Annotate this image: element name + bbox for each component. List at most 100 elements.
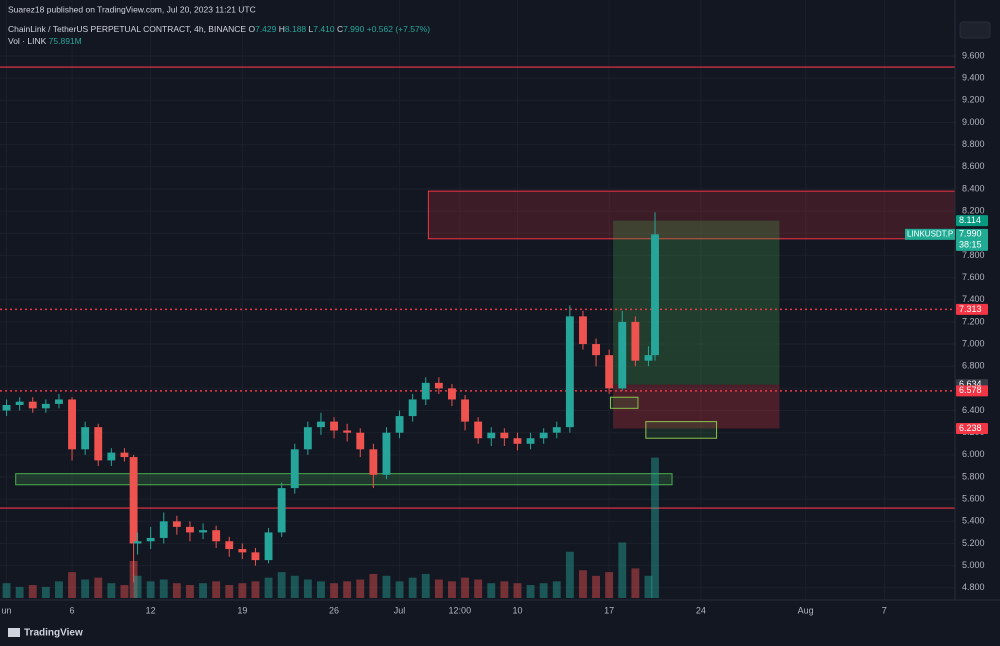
x-tick-label: 19 <box>237 605 247 615</box>
candle-body <box>421 382 430 400</box>
candle-body <box>94 427 103 461</box>
plot-area <box>0 66 956 598</box>
volume-bar <box>172 583 181 598</box>
candle-body <box>186 526 194 533</box>
change: +0.562 (+7.57%) <box>367 24 430 34</box>
volume-bar <box>565 551 574 598</box>
volume-bar <box>238 583 247 598</box>
volume-bar <box>631 568 640 598</box>
symbol: ChainLink / TetherUS PERPETUAL CONTRACT,… <box>8 24 246 34</box>
price-label: 7.313 <box>959 304 982 314</box>
volume-bar <box>434 579 443 598</box>
candle-body <box>644 355 653 361</box>
candle-body <box>651 234 659 356</box>
volume-bar <box>539 583 548 598</box>
y-tick-label: 7.200 <box>962 316 985 326</box>
ohlc-key: O <box>248 24 255 34</box>
volume-bar <box>2 583 11 598</box>
volume-bar <box>277 572 286 598</box>
volume-bar <box>68 572 76 598</box>
price-label-box <box>956 422 988 434</box>
x-tick-label: 6 <box>70 605 75 615</box>
y-tick-label: 8.400 <box>962 183 985 193</box>
volume-bar <box>290 575 299 598</box>
candle-body <box>317 421 325 428</box>
candle-body <box>290 449 299 489</box>
volume-bar <box>303 579 312 598</box>
y-tick-label: 5.200 <box>962 538 985 548</box>
price-label-box <box>956 215 988 227</box>
y-tick-label: 8.200 <box>962 205 985 215</box>
volume-bar <box>474 579 483 598</box>
price-label-box <box>956 228 988 251</box>
candle-body <box>15 401 24 405</box>
countdown: 38:15 <box>959 240 982 250</box>
volume-bar <box>41 586 50 598</box>
candle-body <box>129 457 138 544</box>
y-tick-label: 9.000 <box>962 117 985 127</box>
volume-bar <box>500 581 509 598</box>
candle-body <box>539 432 548 439</box>
candle-body <box>81 427 90 450</box>
brand: TradingView <box>8 628 83 639</box>
candle-body <box>120 452 129 458</box>
volume-bar <box>356 579 365 598</box>
x-tick-label: Aug <box>798 605 814 615</box>
y-tick-label: 9.400 <box>962 73 985 83</box>
ohlc-value: 7.990 <box>343 24 365 34</box>
price-label: 6.634 <box>959 379 982 389</box>
settings-button[interactable] <box>959 21 991 39</box>
logo <box>8 628 20 637</box>
candle-body <box>212 530 221 542</box>
candle-body <box>408 399 417 417</box>
volume-bar <box>461 577 469 598</box>
volume-bar <box>15 586 24 598</box>
candle-body <box>303 427 312 450</box>
volume-bar <box>382 575 391 598</box>
volume-label: Vol · LINK <box>8 36 47 46</box>
volume-bar <box>330 583 338 598</box>
candle-body <box>225 541 234 550</box>
candle-body <box>343 430 352 433</box>
volume-bar <box>644 575 653 598</box>
volume-bar <box>618 542 627 598</box>
candle-body <box>330 421 338 431</box>
candle-body <box>565 316 574 428</box>
volume-bar <box>212 581 221 598</box>
candle-body <box>356 432 365 450</box>
y-tick-label: 8.800 <box>962 139 985 149</box>
ohlc-key: H <box>279 24 285 34</box>
volume-bar <box>146 581 155 598</box>
zone <box>613 220 780 385</box>
volume-bar <box>487 583 496 598</box>
candle-body <box>264 532 273 561</box>
x-tick-label: 7 <box>882 605 887 615</box>
candle-body <box>395 416 404 433</box>
candle-body <box>474 421 483 439</box>
y-tick-label: 5.600 <box>962 494 985 504</box>
candle-body <box>172 521 181 527</box>
y-tick-label: 9.200 <box>962 95 985 105</box>
candle-body <box>107 452 116 461</box>
volume-line: Vol · LINK 75.891M <box>8 36 82 46</box>
ohlc-key: L <box>309 24 314 34</box>
candle-body <box>68 399 76 450</box>
candle-body <box>434 382 443 389</box>
volume-bar <box>225 585 234 598</box>
y-tick-label: 5.800 <box>962 471 985 481</box>
volume-bar <box>81 579 90 598</box>
volume-bar <box>28 585 37 598</box>
volume-bar <box>120 585 129 598</box>
ohlc-value: 7.410 <box>313 24 335 34</box>
candle-body <box>605 355 614 389</box>
volume-bar <box>408 577 417 598</box>
volume-bar <box>369 573 378 598</box>
volume-bar <box>159 579 168 598</box>
y-tick-label: 7.000 <box>962 338 985 348</box>
price-label-box <box>956 303 988 315</box>
volume-bar <box>107 583 116 598</box>
x-tick-label: 24 <box>696 605 706 615</box>
ohlc-value: 8.188 <box>285 24 307 34</box>
